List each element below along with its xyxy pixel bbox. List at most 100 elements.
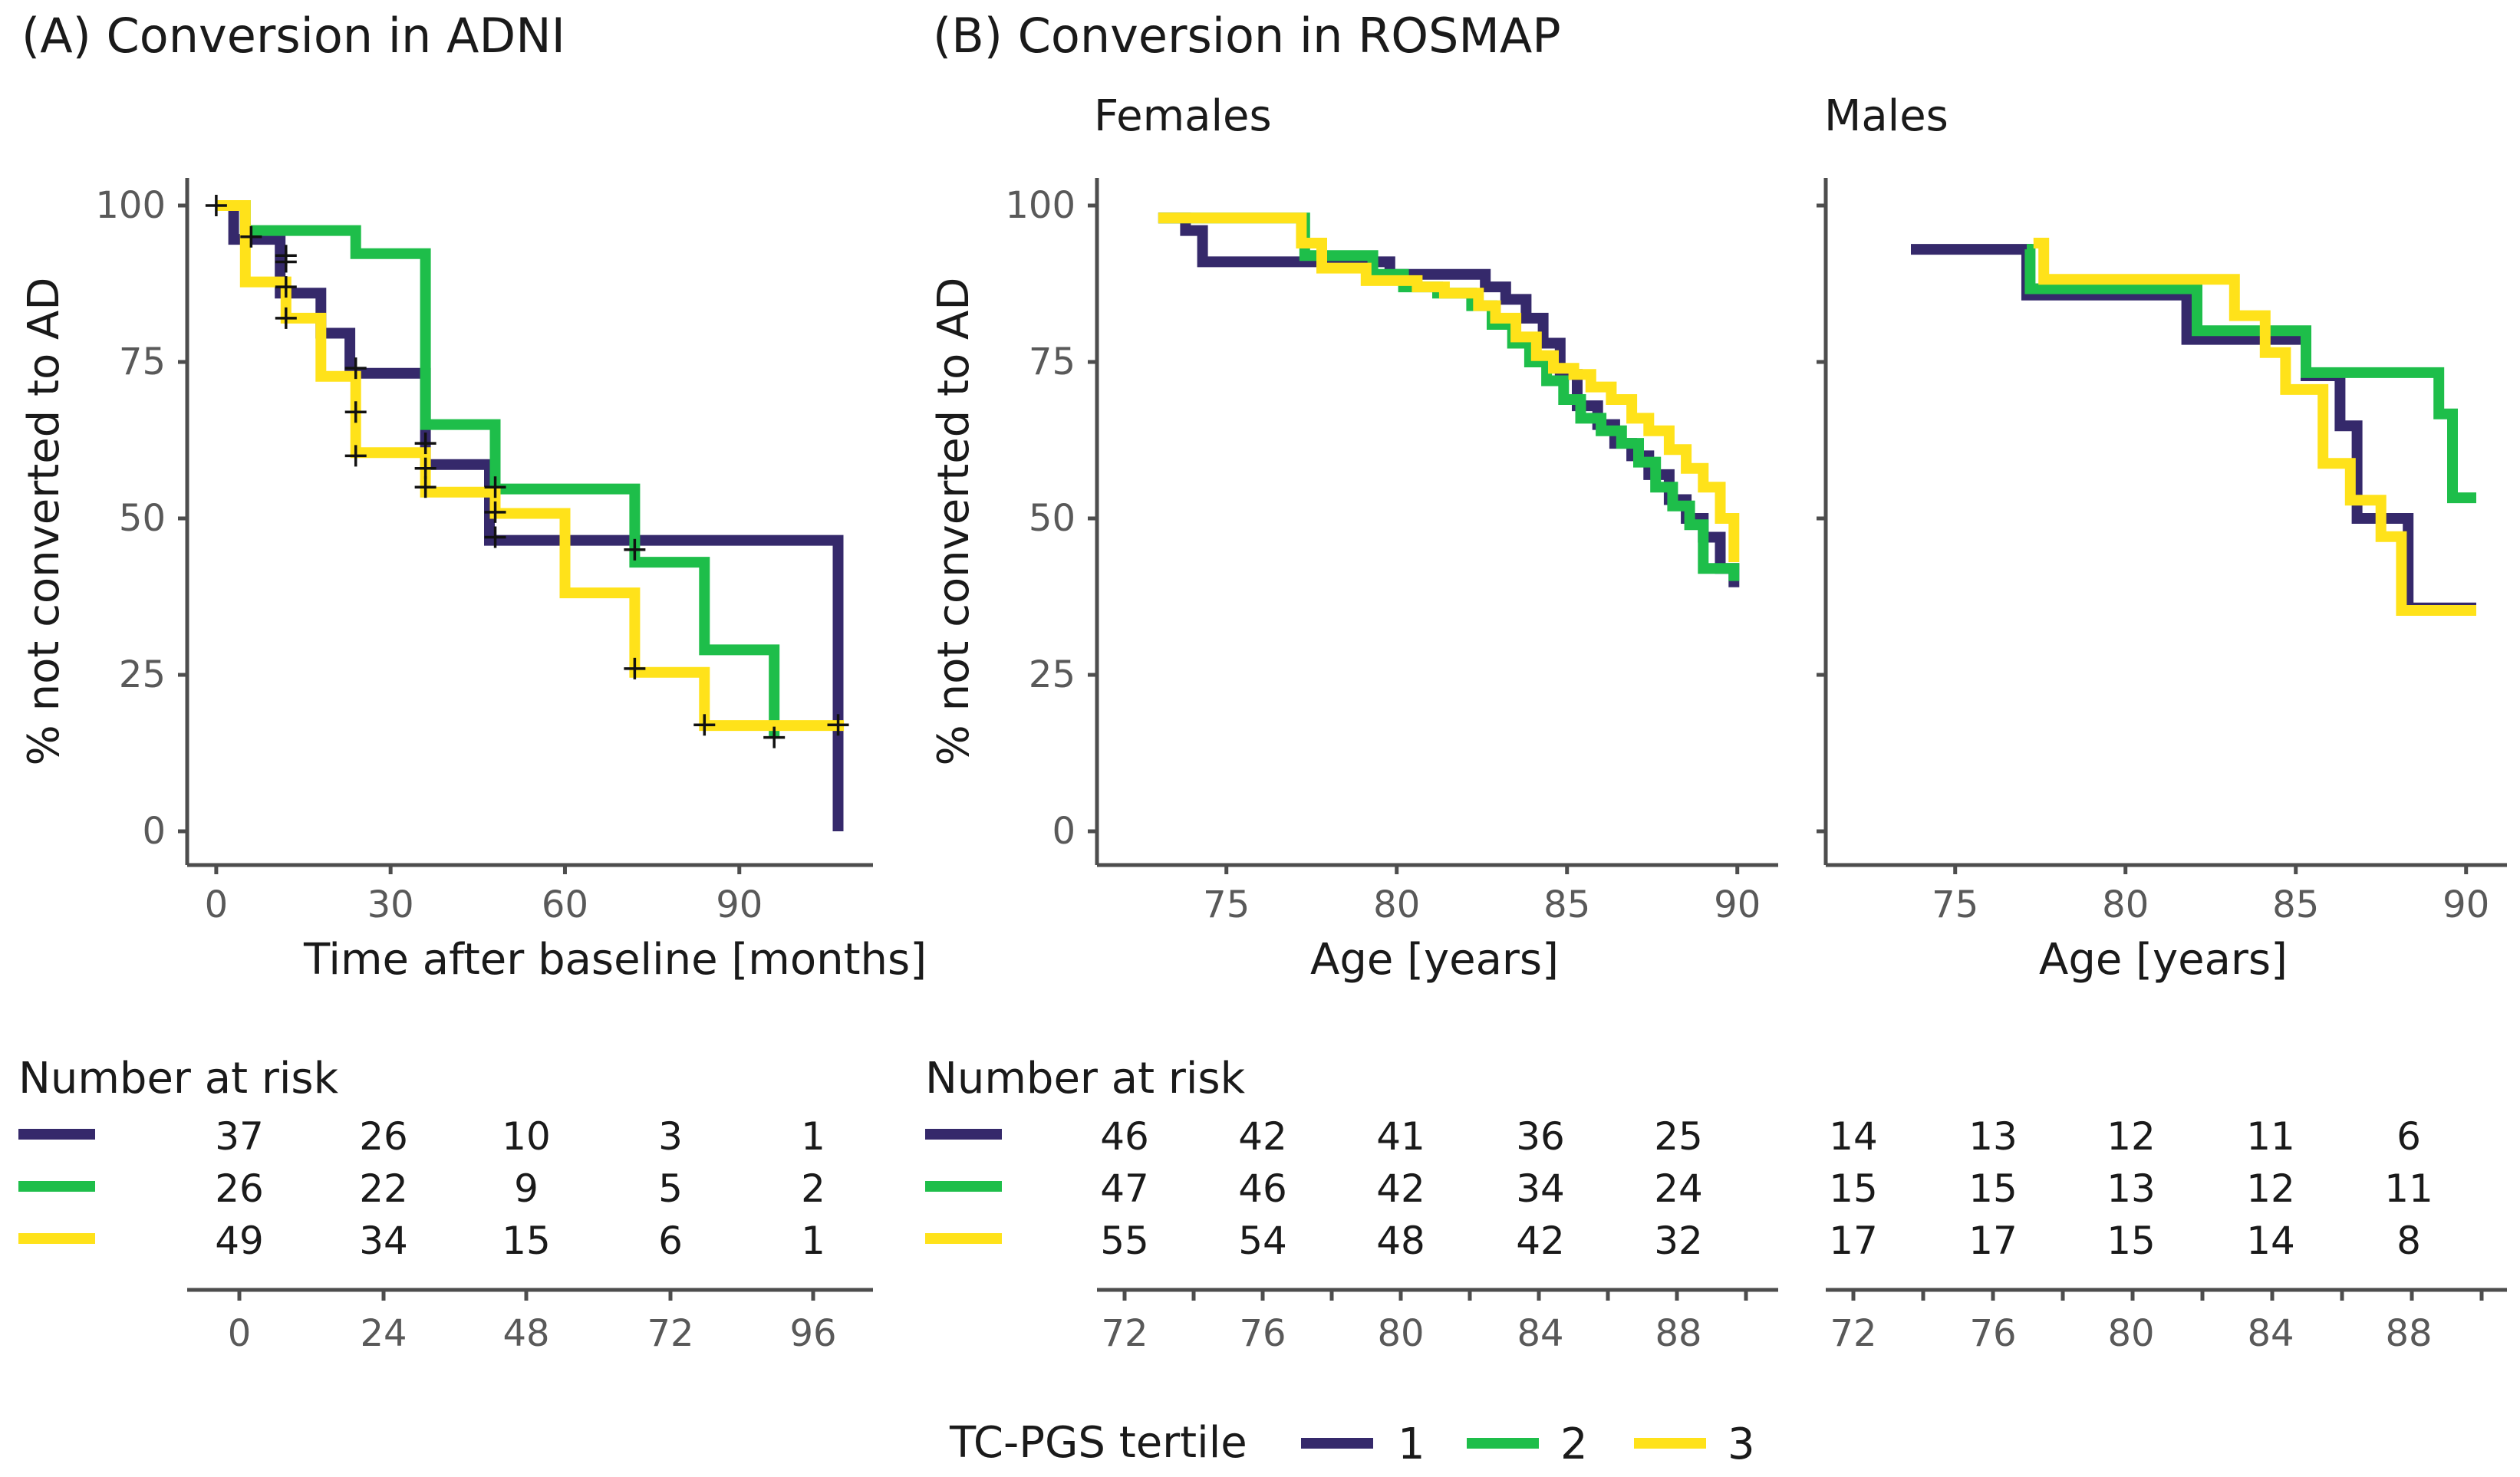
- risk-cell-females: 42: [1238, 1114, 1287, 1159]
- km-curve-tertile-1: [1158, 212, 1740, 587]
- risk-axis-label-males: 72: [1830, 1312, 1876, 1355]
- risk-cell-females: 32: [1654, 1219, 1703, 1263]
- km-curve-tertile-2: [2024, 244, 2476, 504]
- y-tick-label: 50: [119, 497, 166, 540]
- risk-cell-adni: 9: [514, 1166, 539, 1211]
- x-tick-label: 75: [1932, 883, 1978, 926]
- risk-cell-males: 12: [2107, 1114, 2156, 1159]
- censor-mark-tertile-3: [275, 307, 297, 329]
- males-plot: 75 80 85 90: [1817, 178, 2507, 926]
- risk-axis-label-males: 88: [2385, 1312, 2432, 1355]
- y-tick-label: 50: [1029, 497, 1076, 540]
- risk-axis-label-females: 80: [1377, 1312, 1424, 1355]
- risk-axis-label-adni: 48: [502, 1312, 549, 1355]
- risk-cell-females: 41: [1376, 1114, 1425, 1159]
- risk-axis-label-males: 80: [2107, 1312, 2154, 1355]
- x-tick-label: 90: [2443, 883, 2489, 926]
- risk-cell-males: 12: [2246, 1166, 2295, 1211]
- risk-cell-males: 15: [1829, 1166, 1878, 1211]
- risk-cell-females: 25: [1654, 1114, 1703, 1159]
- y-tick-label: 100: [1005, 184, 1076, 227]
- censor-mark-tertile-3: [275, 276, 297, 298]
- risk-cell-adni: 6: [658, 1219, 683, 1263]
- adni-plot: 0 25 50 75 100 0 30 60 90: [95, 178, 873, 926]
- censor-mark-tertile-3: [240, 225, 262, 248]
- risk-cell-adni: 3: [658, 1114, 683, 1159]
- risk-cell-adni: 49: [215, 1219, 264, 1263]
- risk-cell-females: 54: [1238, 1219, 1287, 1263]
- x-tick-label: 85: [2272, 883, 2319, 926]
- strip-females: Females: [1094, 91, 1272, 141]
- km-curve-tertile-3: [1158, 212, 1740, 563]
- males-x-axis-title: Age [years]: [2039, 935, 2288, 985]
- risk-cell-males: 13: [1968, 1114, 2018, 1159]
- censor-mark-tertile-3: [344, 401, 367, 423]
- risk-cell-adni: 37: [215, 1114, 264, 1159]
- km-curve-tertile-2: [216, 200, 780, 738]
- censor-mark-tertile-2: [763, 726, 786, 748]
- y-tick-label: 0: [1052, 810, 1076, 853]
- x-tick-label: 30: [367, 883, 414, 926]
- risk-cell-males: 17: [1968, 1219, 2018, 1263]
- censor-mark-tertile-3: [205, 195, 227, 216]
- legend-title: TC-PGS tertile: [949, 1418, 1247, 1468]
- legend: TC-PGS tertile 1 2 3: [949, 1418, 1755, 1469]
- risk-cell-adni: 34: [359, 1219, 408, 1263]
- risk-cell-adni: 10: [502, 1114, 551, 1159]
- legend-label-3: 3: [1728, 1419, 1755, 1469]
- risk-cell-females: 46: [1100, 1114, 1149, 1159]
- y-tick-label: 25: [119, 653, 166, 696]
- panel-b-title: (B) Conversion in ROSMAP: [933, 8, 1561, 64]
- risk-cell-females: 42: [1376, 1166, 1425, 1211]
- censor-mark-tertile-3: [624, 657, 646, 679]
- risk-cell-females: 42: [1516, 1219, 1565, 1263]
- risk-axis-label-males: 84: [2247, 1312, 2294, 1355]
- risk-cell-adni: 5: [658, 1166, 683, 1211]
- risk-cell-males: 11: [2246, 1114, 2295, 1159]
- panel-a-y-axis-title: % not converted to AD: [19, 278, 69, 766]
- risk-cell-males: 15: [1968, 1166, 2018, 1211]
- females-x-axis-title: Age [years]: [1310, 935, 1559, 985]
- risk-axis-label-females: 72: [1101, 1312, 1148, 1355]
- females-plot: 0 25 50 75 100 75 80 85 90: [1005, 178, 1778, 926]
- y-tick-label: 0: [142, 810, 166, 853]
- risk-axis-label-adni: 72: [647, 1312, 693, 1355]
- risk-axis-label-females: 84: [1517, 1312, 1563, 1355]
- risk-cell-males: 17: [1829, 1219, 1878, 1263]
- risk-cell-females: 46: [1238, 1166, 1287, 1211]
- risk-cell-females: 24: [1654, 1166, 1703, 1211]
- legend-label-1: 1: [1398, 1419, 1425, 1469]
- risk-cell-adni: 26: [359, 1114, 408, 1159]
- risk-axis-label-adni: 24: [360, 1312, 407, 1355]
- x-tick-label: 80: [1373, 883, 1420, 926]
- y-tick-label: 75: [119, 340, 166, 383]
- risk-axis-label-adni: 0: [228, 1312, 252, 1355]
- censor-mark-tertile-1: [484, 526, 506, 548]
- censor-mark-tertile-3: [827, 714, 849, 736]
- risk-cell-males: 13: [2107, 1166, 2156, 1211]
- risk-cell-males: 6: [2396, 1114, 2421, 1159]
- strip-males: Males: [1824, 91, 1948, 141]
- x-tick-label: 75: [1203, 883, 1250, 926]
- censor-mark-tertile-2: [275, 251, 297, 273]
- risk-title-adni: Number at risk: [18, 1054, 339, 1104]
- censor-mark-tertile-3: [693, 714, 716, 736]
- x-tick-label: 80: [2102, 883, 2149, 926]
- x-tick-label: 0: [205, 883, 229, 926]
- legend-label-2: 2: [1560, 1419, 1588, 1469]
- risk-axis-label-males: 76: [1969, 1312, 2016, 1355]
- risk-cell-adni: 1: [801, 1219, 825, 1263]
- risk-cell-males: 8: [2396, 1219, 2421, 1263]
- censor-mark-tertile-2: [484, 476, 506, 498]
- risk-cell-females: 55: [1100, 1219, 1149, 1263]
- y-tick-label: 25: [1029, 653, 1076, 696]
- risk-cell-adni: 1: [801, 1114, 825, 1159]
- risk-cell-males: 14: [2246, 1219, 2295, 1263]
- km-curve-tertile-3: [2033, 238, 2476, 616]
- x-tick-label: 85: [1543, 883, 1590, 926]
- censor-mark-tertile-3: [414, 476, 436, 498]
- censor-mark-tertile-3: [484, 501, 506, 523]
- x-tick-label: 60: [542, 883, 588, 926]
- censor-mark-tertile-3: [344, 445, 367, 467]
